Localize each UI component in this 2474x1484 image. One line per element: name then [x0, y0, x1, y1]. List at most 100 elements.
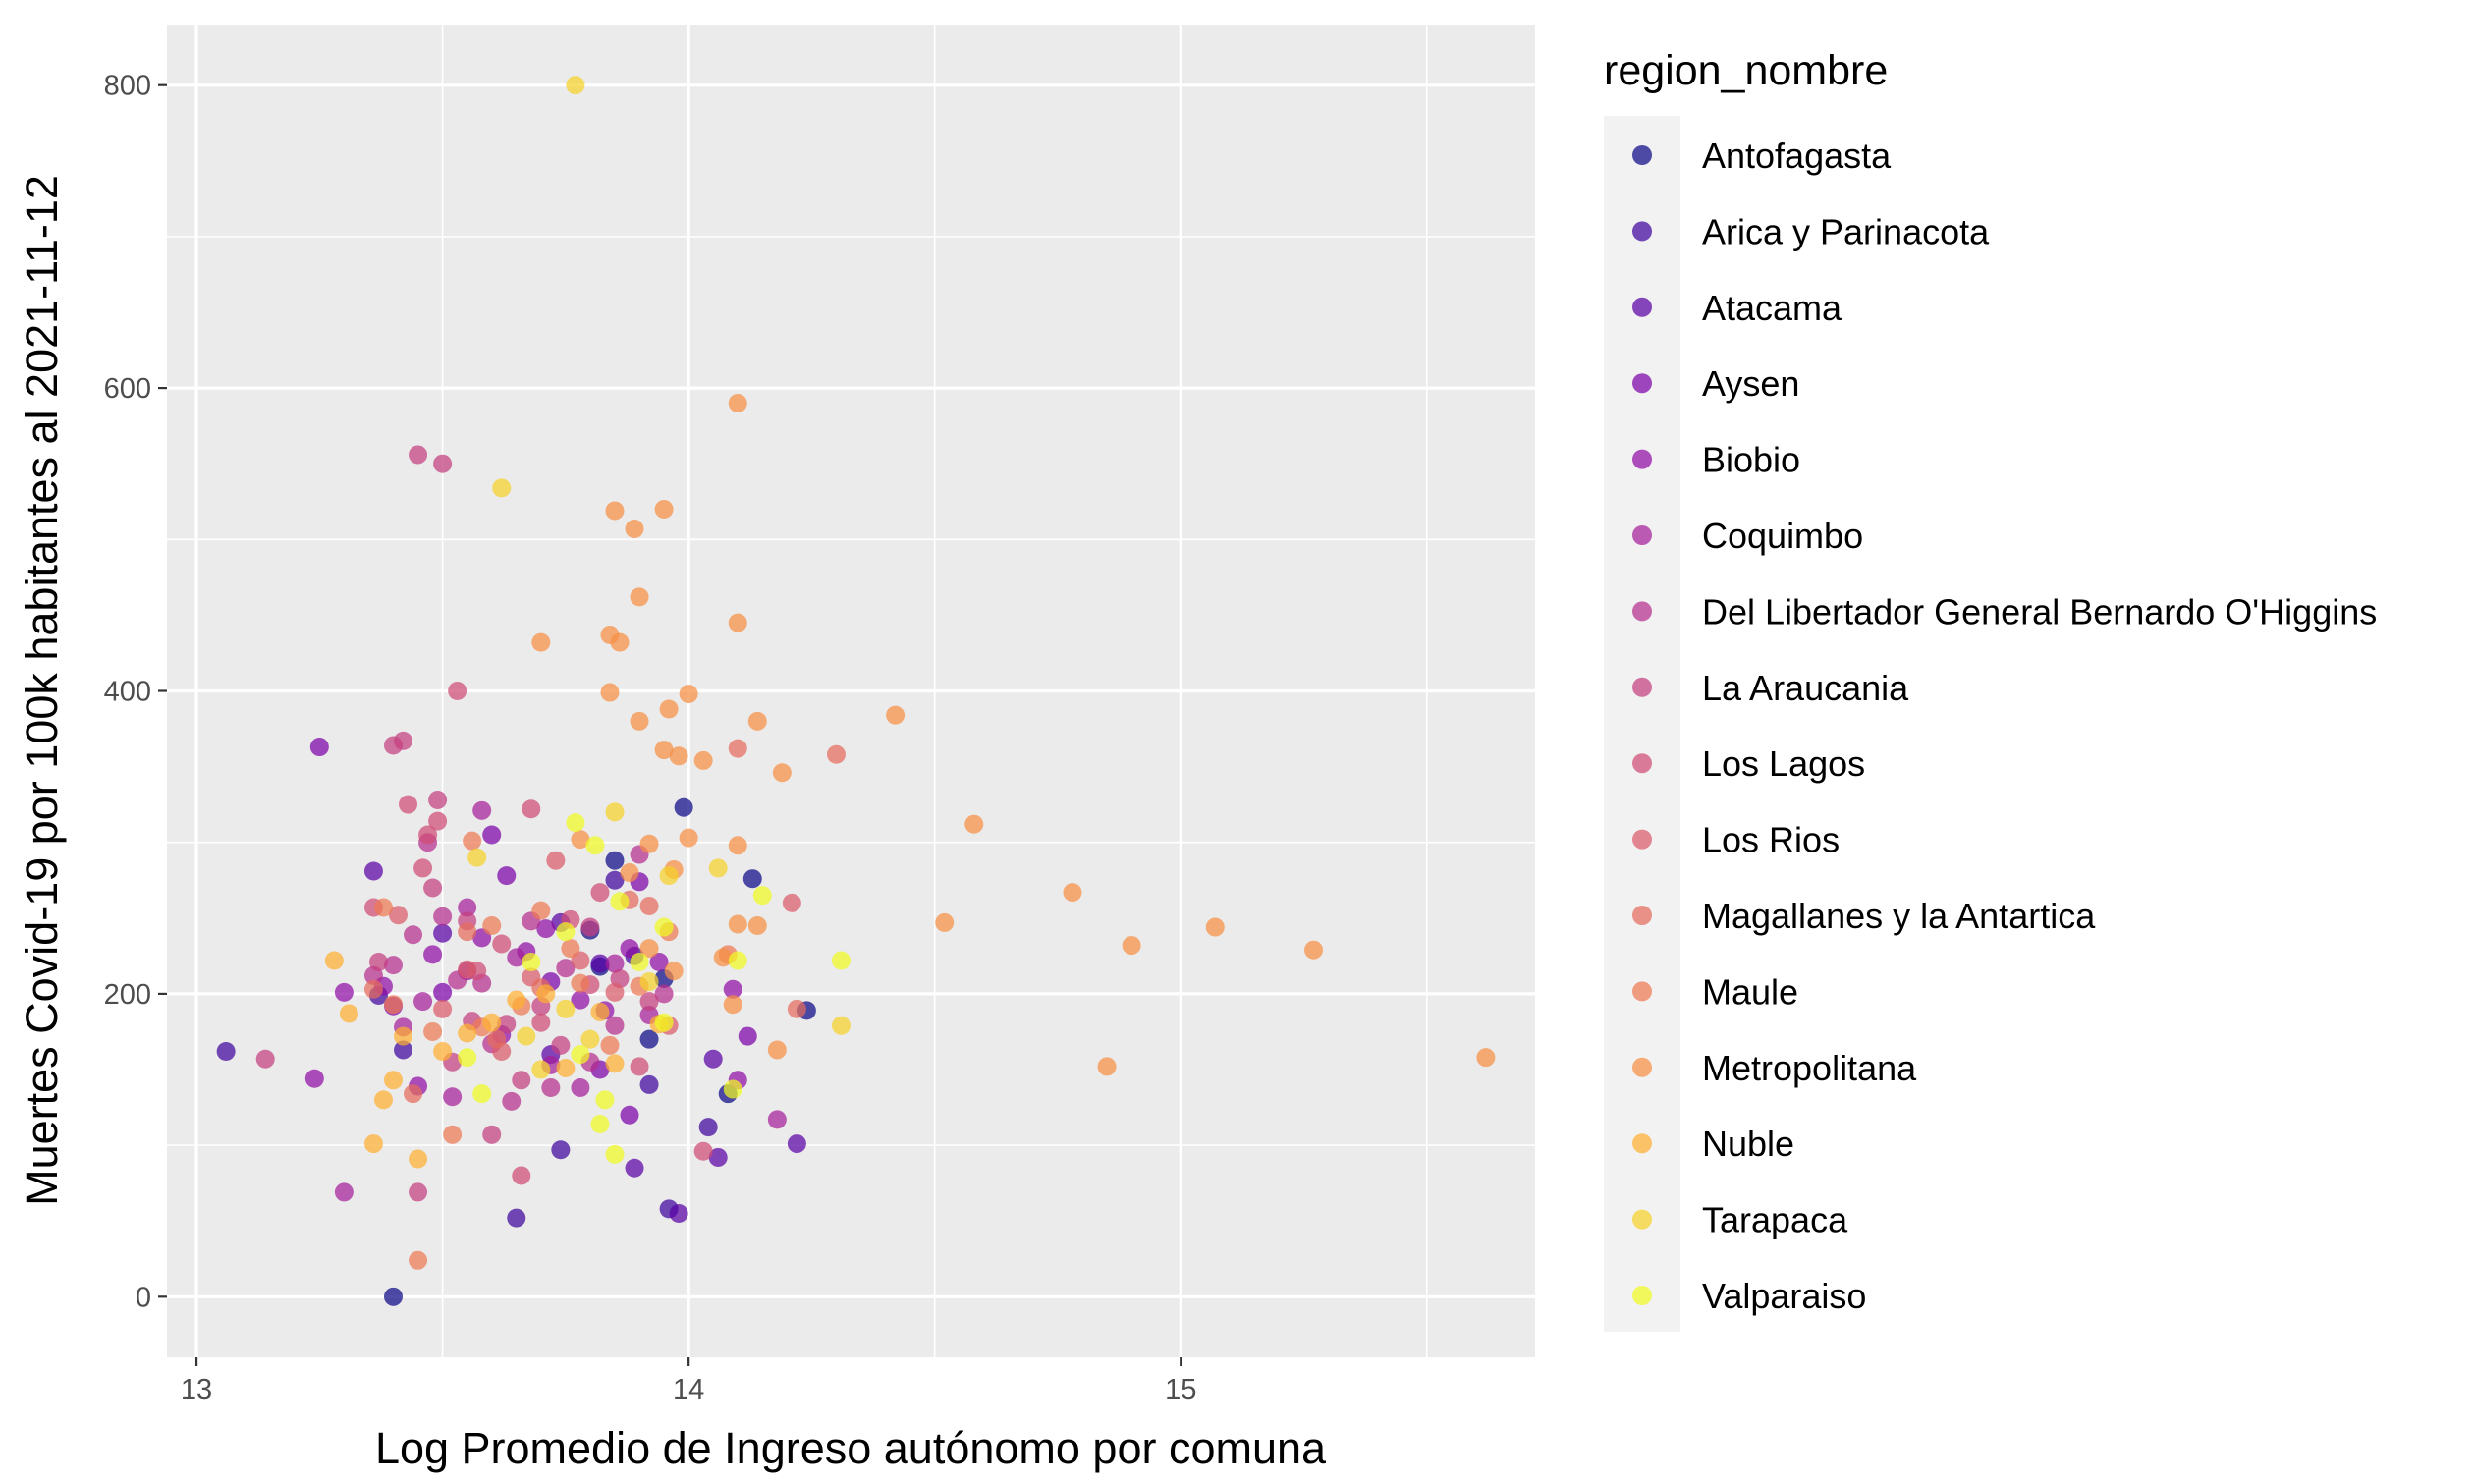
legend: region_nombre Antofagasta Arica y Parinac… — [1604, 47, 2377, 1332]
data-point — [595, 1090, 615, 1110]
y-axis-ticks: 0 200 400 600 800 — [104, 71, 167, 1313]
data-point — [409, 445, 428, 465]
data-point — [458, 960, 477, 979]
data-point — [507, 1208, 526, 1228]
data-point — [605, 954, 625, 973]
data-point — [767, 1110, 787, 1129]
data-point — [605, 1144, 625, 1164]
data-point — [561, 939, 580, 959]
data-point — [383, 995, 403, 1015]
data-point — [669, 746, 688, 766]
data-point — [630, 711, 649, 731]
data-point — [394, 1040, 413, 1060]
data-point — [409, 1182, 428, 1202]
data-point — [418, 825, 438, 845]
data-point — [674, 797, 693, 817]
data-point — [600, 1035, 620, 1055]
data-point — [433, 1042, 453, 1062]
legend-label: Aysen — [1702, 363, 1799, 404]
legend-label: Los Rios — [1702, 820, 1840, 860]
data-point — [625, 520, 644, 539]
data-point — [492, 934, 512, 954]
data-point — [605, 802, 625, 822]
data-point — [536, 984, 556, 1004]
data-point — [304, 1069, 324, 1088]
data-point — [738, 1026, 757, 1046]
data-point — [423, 878, 443, 898]
data-point — [536, 919, 556, 939]
legend-label: Del Libertador General Bernardo O'Higgin… — [1702, 591, 2377, 632]
legend-label: Nuble — [1702, 1124, 1794, 1164]
data-point — [472, 1084, 492, 1104]
legend-key-background — [1604, 116, 1680, 1332]
data-point — [654, 917, 674, 937]
data-point — [605, 1016, 625, 1035]
data-point — [1063, 883, 1082, 903]
data-point — [522, 953, 541, 972]
data-point — [423, 945, 443, 964]
data-point — [428, 791, 448, 810]
data-point — [703, 1049, 723, 1069]
data-point — [531, 1060, 551, 1079]
data-point — [742, 869, 762, 889]
data-point — [409, 1149, 428, 1169]
data-point — [566, 76, 585, 95]
data-point — [334, 982, 354, 1002]
data-point — [556, 959, 576, 978]
legend-key — [1632, 753, 1652, 774]
data-point — [492, 478, 512, 498]
data-point — [630, 1057, 649, 1076]
data-point — [443, 1087, 463, 1107]
data-point — [639, 834, 659, 853]
data-point — [654, 741, 674, 760]
data-point — [964, 814, 984, 834]
legend-label: Biobio — [1702, 440, 1800, 480]
data-point — [728, 951, 747, 970]
y-tick-label: 0 — [136, 1282, 151, 1313]
y-tick-label: 600 — [104, 373, 151, 405]
data-point — [423, 1021, 443, 1041]
legend-items: Antofagasta Arica y Parinacota Atacama Ayse… — [1632, 136, 2377, 1316]
data-point — [531, 632, 551, 652]
data-point — [556, 999, 576, 1018]
data-point — [723, 1079, 742, 1099]
data-point — [639, 939, 659, 959]
data-point — [605, 1054, 625, 1073]
data-point — [625, 1158, 644, 1178]
data-point — [585, 836, 605, 855]
data-point — [571, 973, 590, 993]
data-point — [831, 1016, 851, 1035]
data-point — [787, 1134, 806, 1154]
legend-key — [1632, 145, 1652, 165]
data-point — [458, 1048, 477, 1068]
data-point — [708, 858, 728, 878]
data-point — [373, 1090, 393, 1110]
y-tick-label: 200 — [104, 979, 151, 1011]
data-point — [399, 795, 418, 814]
data-point — [394, 731, 413, 750]
legend-key — [1632, 677, 1652, 697]
data-point — [309, 738, 329, 757]
legend-label: Coquimbo — [1702, 516, 1863, 556]
data-point — [747, 711, 767, 731]
x-tick-label: 15 — [1165, 1374, 1196, 1405]
legend-title: region_nombre — [1604, 47, 1888, 94]
data-point — [580, 1029, 600, 1049]
legend-label: Maule — [1702, 971, 1798, 1012]
data-point — [659, 699, 679, 719]
data-point — [713, 948, 733, 967]
legend-label: Atacama — [1702, 288, 1842, 328]
data-point — [698, 1118, 718, 1137]
x-axis-ticks: 13 14 15 — [181, 1357, 1196, 1405]
data-point — [831, 951, 851, 970]
data-point — [590, 883, 610, 903]
data-point — [413, 858, 433, 878]
data-point — [620, 939, 639, 959]
data-point — [649, 953, 669, 972]
data-point — [787, 999, 806, 1018]
data-point — [413, 992, 433, 1012]
data-point — [482, 1125, 502, 1144]
legend-label: Metropolitana — [1702, 1048, 1917, 1088]
data-point — [639, 1074, 659, 1094]
